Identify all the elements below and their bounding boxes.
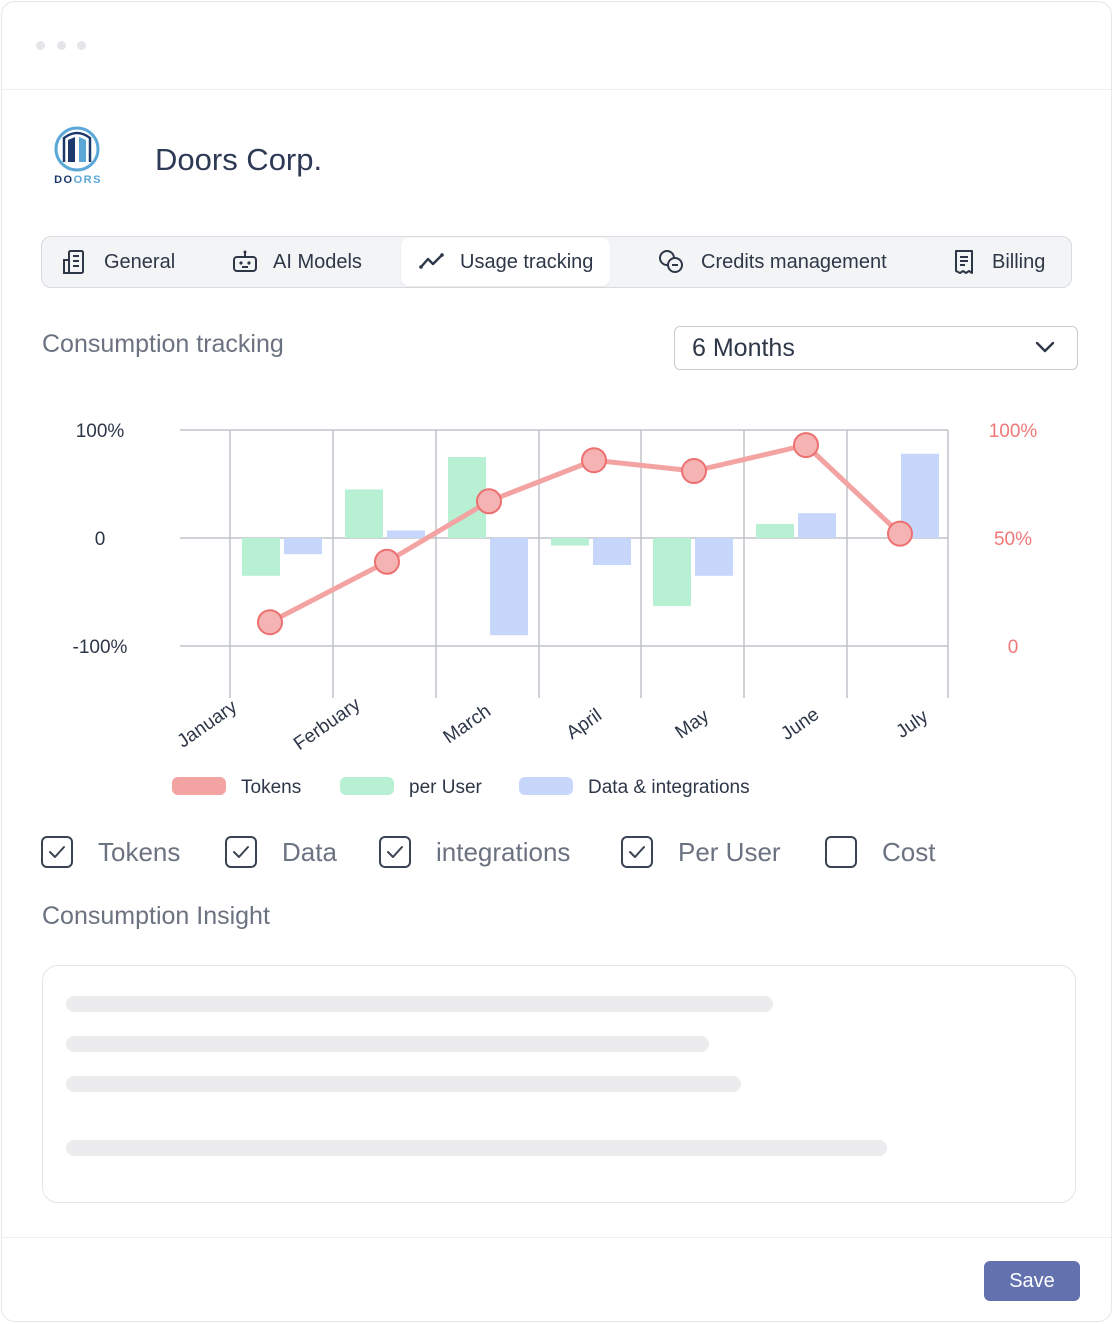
tokens-data-point <box>374 548 400 575</box>
series-filter-row: Tokens Data integrations Per User Cost <box>2 834 1111 874</box>
consumption-tracking-title: Consumption tracking <box>42 330 284 358</box>
checkbox-box[interactable] <box>621 836 653 868</box>
coins-icon <box>659 250 683 273</box>
filter-integrations-checkbox[interactable]: integrations <box>379 834 570 870</box>
checkmark-icon <box>49 846 65 858</box>
filter-cost-checkbox[interactable]: Cost <box>825 834 935 870</box>
tab-ai-models[interactable]: AI Models <box>231 237 362 287</box>
filter-tokens-checkbox[interactable]: Tokens <box>41 834 180 870</box>
period-select[interactable]: 6 Months <box>674 326 1078 370</box>
left-axis-tick-label: -100% <box>73 637 128 658</box>
x-axis-category-label: July <box>892 706 932 743</box>
right-axis-tick-label: 50% <box>994 529 1032 550</box>
bar-data-integrations <box>284 538 322 555</box>
bar-per-user <box>551 538 589 546</box>
bar-data-integrations <box>695 538 733 576</box>
consumption-chart: 100% 0 -100% 100% 50% 0 January Ferbuary March Ap… <box>73 421 1038 798</box>
tokens-data-point <box>681 458 707 485</box>
robot-icon <box>233 250 257 272</box>
left-axis-tick-label: 100% <box>76 421 125 442</box>
left-axis-tick-label: 0 <box>95 529 106 550</box>
receipt-icon <box>955 250 973 274</box>
tab-general[interactable]: General <box>62 237 175 287</box>
x-axis-category-label: June <box>777 704 823 745</box>
building-icon <box>63 250 84 274</box>
checkbox-box[interactable] <box>825 836 857 868</box>
x-axis-category-label: Ferbuary <box>290 694 365 755</box>
legend-label: per User <box>409 777 483 798</box>
save-button[interactable]: Save <box>984 1261 1080 1301</box>
bar-per-user <box>756 523 794 538</box>
bar-data-integrations <box>798 513 836 538</box>
bar-per-user <box>653 538 691 607</box>
tokens-data-point <box>793 432 819 459</box>
chevron-down-icon <box>1035 341 1055 353</box>
tab-billing[interactable]: Billing <box>950 237 1045 287</box>
door-logo-icon <box>54 126 100 172</box>
loading-skeleton-line <box>66 1036 709 1052</box>
legend-label: Data & integrations <box>588 777 750 798</box>
insight-panel <box>42 965 1076 1203</box>
tokens-data-point <box>581 447 607 474</box>
right-axis-tick-label: 100% <box>989 421 1038 442</box>
x-axis-category-label: January <box>174 696 242 752</box>
tab-label: General <box>104 250 176 273</box>
loading-skeleton-line <box>66 996 773 1012</box>
tab-credits-management[interactable]: Credits management <box>657 237 887 287</box>
checkmark-icon <box>629 846 645 858</box>
legend-label: Tokens <box>241 777 301 798</box>
consumption-insight-title: Consumption Insight <box>42 902 270 930</box>
company-name: Doors Corp. <box>155 142 323 177</box>
filter-data-checkbox[interactable]: Data <box>225 834 337 870</box>
x-axis-category-label: May <box>672 705 714 743</box>
bar-data-integrations <box>490 538 528 636</box>
checkbox-box[interactable] <box>379 836 411 868</box>
bar-per-user <box>345 489 383 538</box>
tab-label: AI Models <box>273 250 362 273</box>
legend-swatch <box>340 777 394 795</box>
window-control-dot[interactable] <box>57 41 66 50</box>
checkmark-icon <box>387 846 403 858</box>
x-axis-category-label: March <box>440 701 495 748</box>
checkmark-icon <box>233 846 249 858</box>
loading-skeleton-line <box>66 1076 741 1092</box>
filter-label: integrations <box>436 836 571 867</box>
checkbox-box[interactable] <box>41 836 73 868</box>
tab-label: Credits management <box>701 250 887 273</box>
logo-wordmark: DOORS <box>48 174 108 186</box>
loading-skeleton-line <box>66 1140 887 1156</box>
tab-label: Billing <box>992 250 1046 273</box>
tab-usage-tracking[interactable]: Usage tracking <box>401 238 611 286</box>
filter-label: Cost <box>882 836 936 867</box>
window-control-dot[interactable] <box>77 41 86 50</box>
checkbox-box[interactable] <box>225 836 257 868</box>
tokens-data-point <box>257 609 283 636</box>
legend-swatch <box>519 777 573 795</box>
trend-line-icon <box>419 253 444 269</box>
filter-label: Per User <box>678 836 781 867</box>
tab-bar: General AI Models Usage tracking <box>41 236 1072 288</box>
logo-text-prefix: DO <box>54 174 74 186</box>
bar-data-integrations <box>387 530 425 538</box>
footer-divider <box>2 1237 1111 1238</box>
x-axis-category-label: April <box>563 705 606 744</box>
filter-per-user-checkbox[interactable]: Per User <box>621 834 781 870</box>
legend-swatch <box>172 777 226 795</box>
tokens-data-point <box>476 488 502 515</box>
tokens-data-point <box>887 520 913 547</box>
bar-per-user <box>242 538 280 576</box>
logo-text-suffix: ORS <box>73 174 102 186</box>
window-control-dot[interactable] <box>36 41 45 50</box>
period-select-value: 6 Months <box>692 333 795 362</box>
filter-label: Tokens <box>98 836 181 867</box>
title-bar <box>2 2 1111 90</box>
right-axis-tick-label: 0 <box>1008 637 1019 658</box>
company-logo: DOORS <box>48 122 108 192</box>
filter-label: Data <box>282 836 337 867</box>
tab-label: Usage tracking <box>460 250 594 273</box>
bar-data-integrations <box>593 538 631 565</box>
